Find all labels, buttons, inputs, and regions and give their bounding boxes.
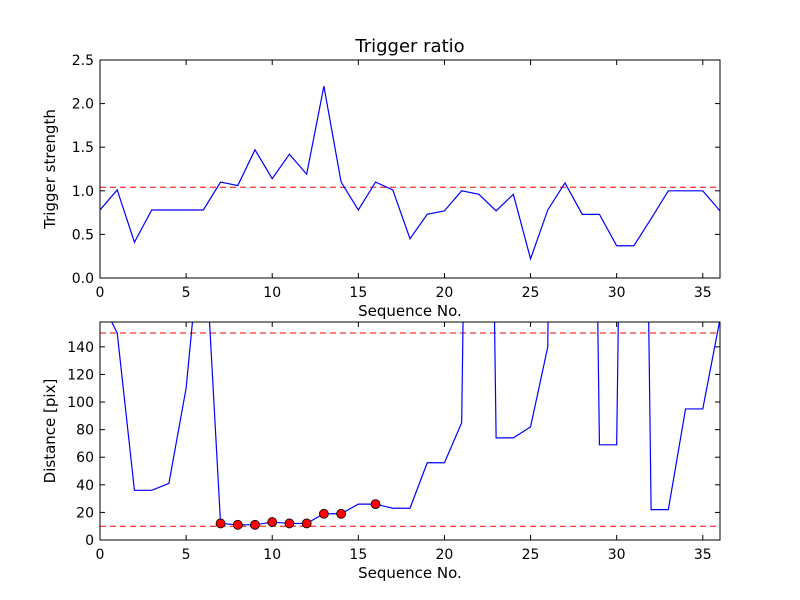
x-tick-label: 30 — [608, 547, 626, 563]
series-line — [111, 322, 720, 526]
y-axis-label: Trigger strength — [41, 109, 59, 230]
x-tick-label: 35 — [694, 547, 712, 563]
x-tick-label: 20 — [436, 547, 454, 563]
y-tick-label: 20 — [76, 505, 94, 521]
y-tick-label: 2.0 — [72, 97, 94, 113]
x-axis-label: Sequence No. — [358, 302, 462, 320]
x-tick-label: 0 — [96, 547, 105, 563]
trigger-ratio-plot: 0 5 10 15 20 25 30 35 0.0 0.5 1.0 1.5 2.0 2.5 Sequence… — [41, 36, 721, 320]
x-tick-label: 25 — [522, 547, 540, 563]
x-tick-label: 15 — [349, 285, 367, 301]
distance-plot: 0 5 10 15 20 25 30 35 0 20 40 60 80 100 120 140 Sequence… — [41, 321, 721, 582]
y-tick-label: 80 — [76, 423, 94, 439]
y-tick-label: 0.5 — [72, 227, 94, 243]
x-tick-label: 5 — [182, 285, 191, 301]
x-tick-label: 10 — [263, 547, 281, 563]
y-tick-label: 60 — [76, 450, 94, 466]
x-tick-label: 0 — [96, 285, 105, 301]
y-tick-label: 100 — [67, 395, 94, 411]
axes-frame — [99, 321, 721, 541]
x-tick-label: 10 — [263, 285, 281, 301]
data-point-marker — [370, 499, 381, 510]
y-tick-label: 140 — [67, 340, 94, 356]
x-tick-label: 30 — [608, 285, 626, 301]
y-tick-label: 0.0 — [72, 271, 94, 287]
y-tick-label: 2.5 — [72, 53, 94, 69]
data-point-marker — [301, 518, 312, 529]
y-tick-label: 1.5 — [72, 140, 94, 156]
y-tick-label: 120 — [67, 367, 94, 383]
data-point-marker — [318, 508, 329, 519]
y-axis-label: Distance [pix] — [41, 379, 59, 484]
chart-title: Trigger ratio — [354, 36, 464, 57]
y-tick-label: 40 — [76, 478, 94, 494]
data-point-marker — [267, 517, 278, 527]
y-tick-label: 1.0 — [72, 184, 94, 200]
data-point-marker — [215, 518, 226, 529]
data-point-marker — [232, 519, 243, 530]
x-tick-label: 35 — [694, 285, 712, 301]
x-axis-label: Sequence No. — [358, 564, 462, 582]
x-tick-label: 20 — [436, 285, 454, 301]
data-point-marker — [250, 519, 260, 530]
data-point-marker — [336, 508, 347, 519]
axes-frame — [99, 59, 721, 279]
series-line — [100, 86, 720, 261]
x-tick-label: 15 — [349, 547, 367, 563]
x-tick-label: 5 — [182, 547, 191, 563]
y-tick-label: 0 — [85, 533, 94, 549]
data-point-marker — [284, 518, 295, 529]
x-tick-label: 25 — [522, 285, 540, 301]
